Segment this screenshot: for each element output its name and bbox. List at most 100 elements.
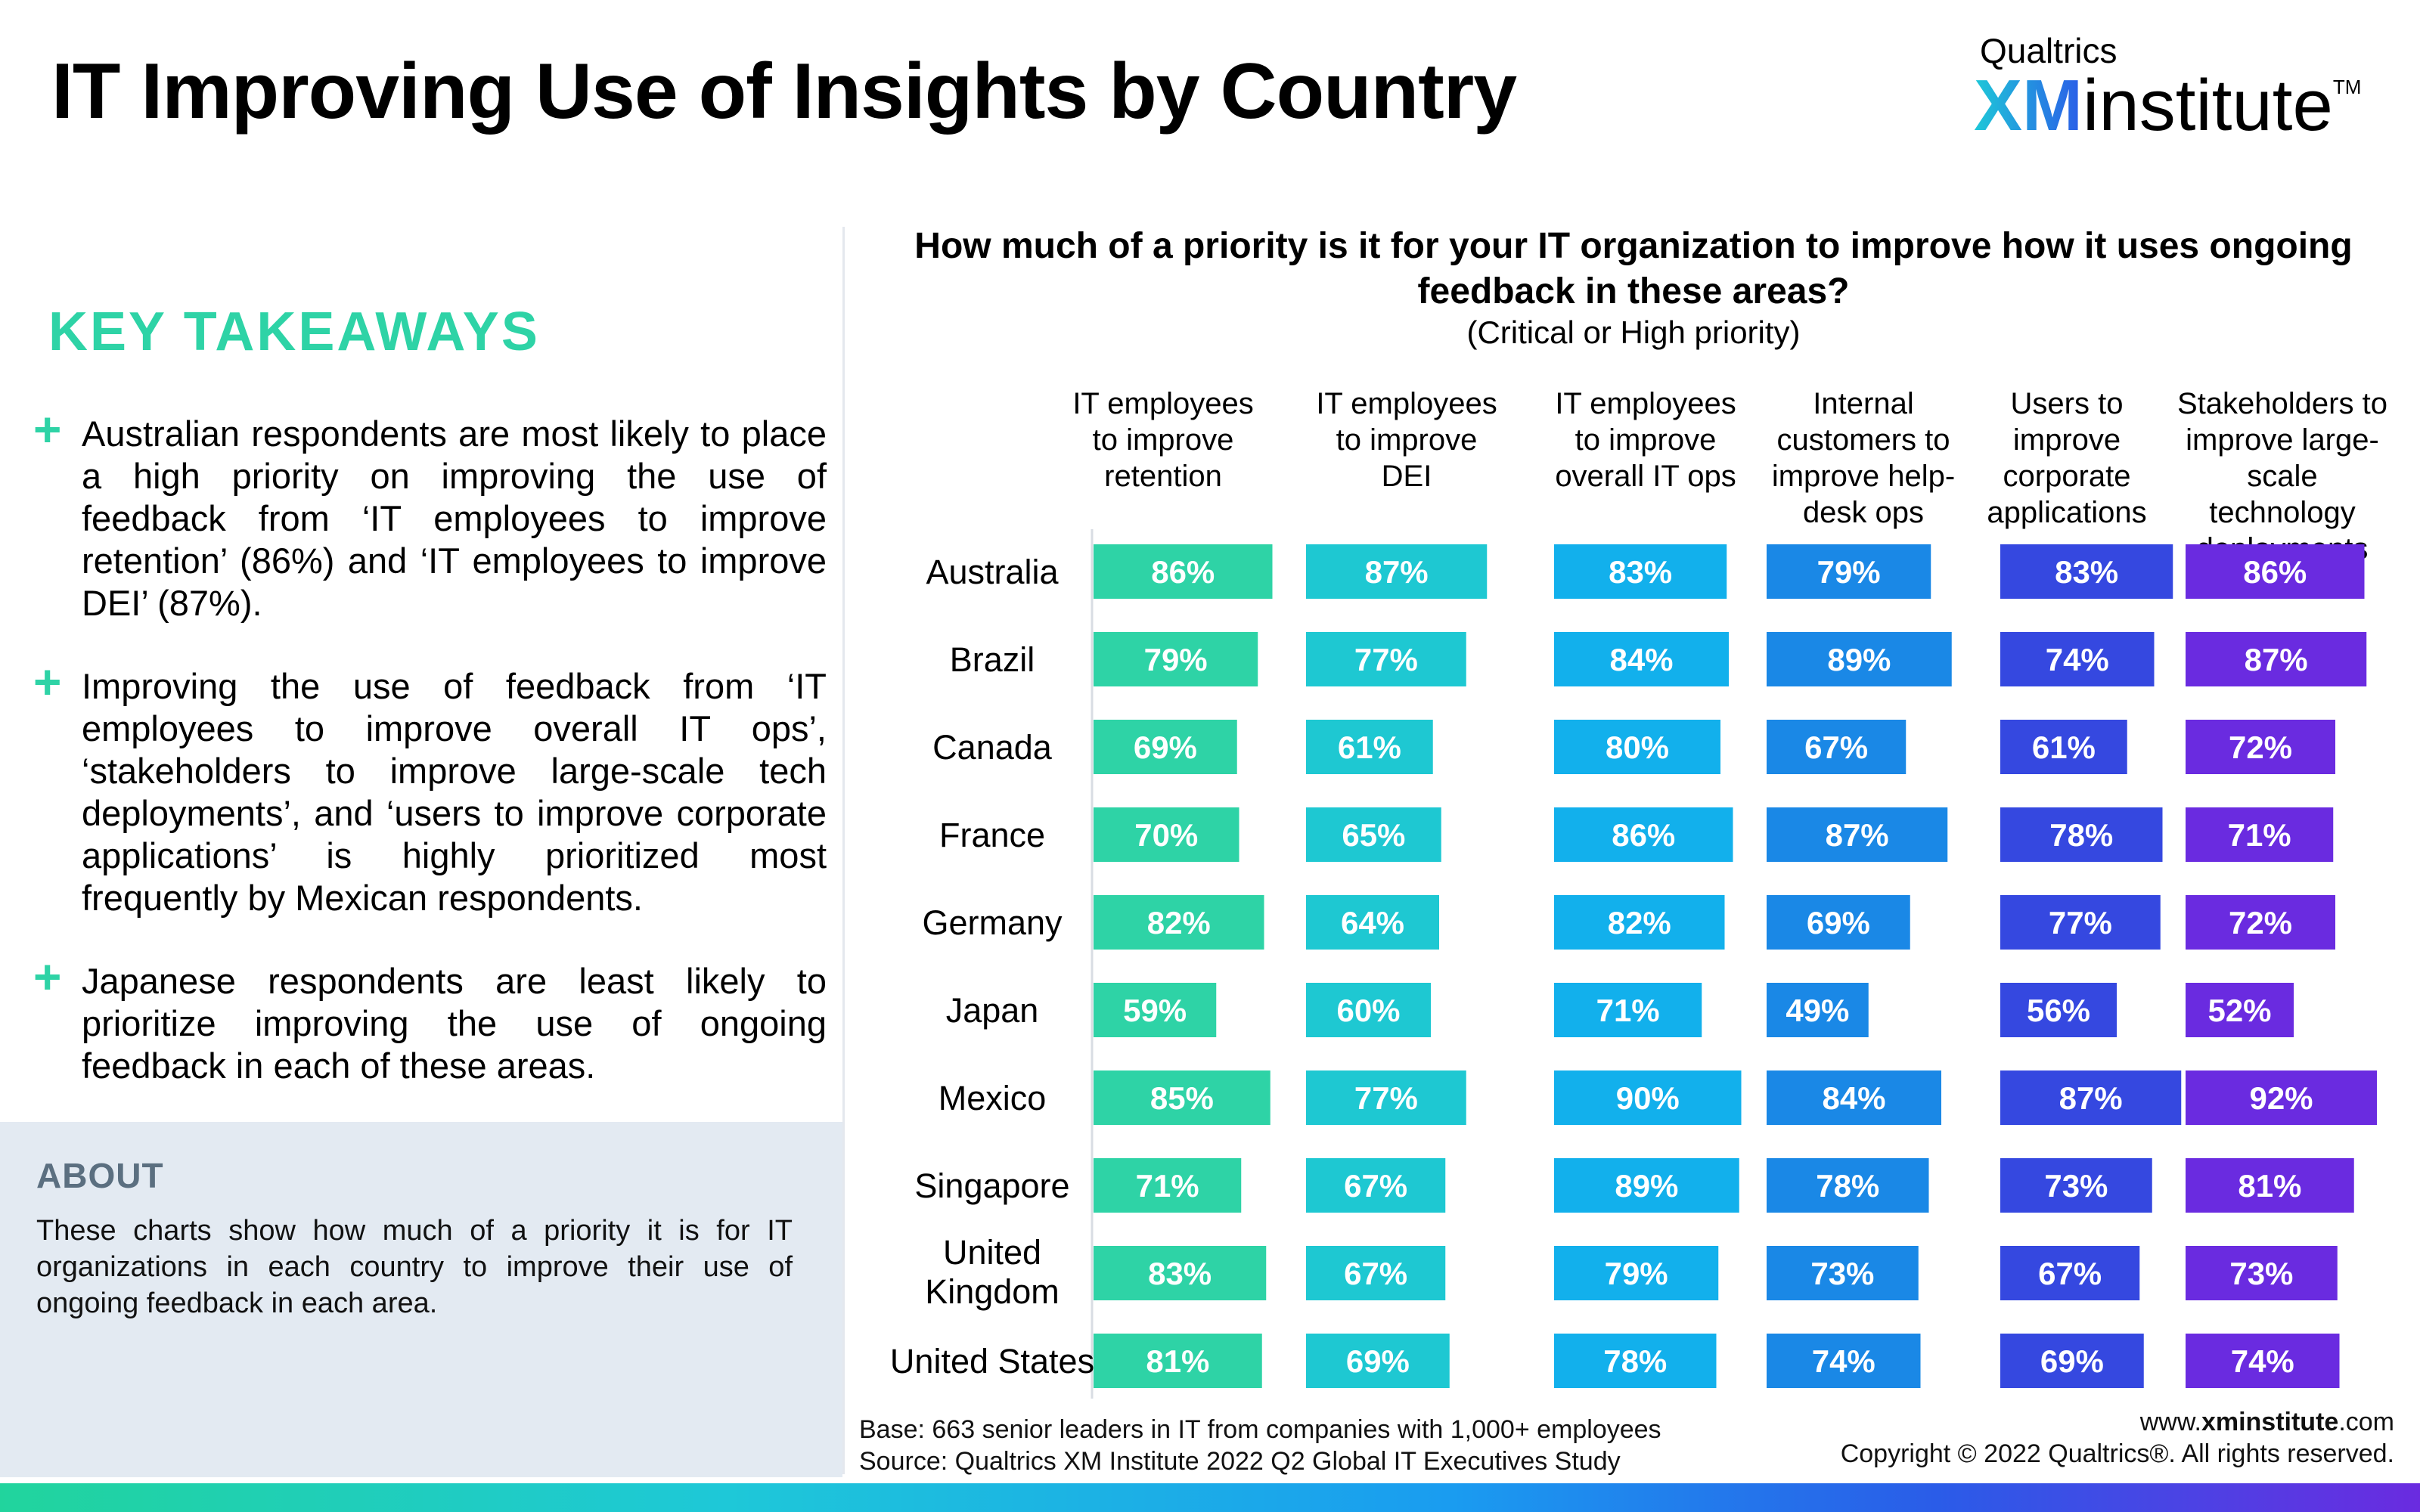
bar (2186, 632, 2367, 686)
bar-value-label: 61% (1338, 730, 1401, 765)
key-takeaways-heading: KEY TAKEAWAYS (48, 302, 540, 362)
column-header-line: corporate (2003, 460, 2131, 493)
bar (1554, 983, 1702, 1037)
bar (2000, 895, 2161, 950)
column-header-line: applications (1987, 496, 2147, 529)
bar-value-label: 65% (1342, 817, 1405, 853)
bar-value-label: 77% (2049, 905, 2112, 940)
bar-value-label: 70% (1134, 817, 1198, 853)
bar-value-label: 78% (2049, 817, 2113, 853)
bar-value-label: 86% (1151, 554, 1215, 590)
category-label: Germany (922, 903, 1063, 942)
bar (2000, 1334, 2144, 1388)
plus-icon: + (33, 655, 62, 709)
source-note: Source: Qualtrics XM Institute 2022 Q2 G… (859, 1447, 1621, 1476)
bar (1554, 895, 1725, 950)
bar-value-label: 83% (1609, 554, 1672, 590)
category-label: Singapore (914, 1167, 1069, 1205)
bar (2000, 632, 2155, 686)
logo-xm-institute-text: XMinstituteTM (1974, 70, 2361, 142)
category-label: United States (890, 1342, 1094, 1380)
bar-value-label: 74% (1812, 1343, 1876, 1379)
bar (1306, 1158, 1446, 1213)
bar-value-label: 49% (1786, 993, 1849, 1028)
bar-value-label: 89% (1827, 642, 1891, 677)
copyright-text: Copyright © 2022 Qualtrics®. All rights … (1840, 1439, 2394, 1468)
bar (1094, 632, 1258, 686)
bar (1094, 1246, 1267, 1300)
category-label: Canada (932, 728, 1053, 767)
bar-value-label: 72% (2229, 730, 2292, 765)
bar-value-label: 79% (1817, 554, 1881, 590)
bar-value-label: 86% (1612, 817, 1675, 853)
bar (2000, 544, 2173, 599)
column-header: Internal customers to improve help-desk op… (1758, 386, 1969, 531)
category-label: Brazil (950, 640, 1035, 679)
bar-value-label: 73% (2229, 1256, 2293, 1291)
category-label: Mexico (939, 1079, 1047, 1117)
bar-value-label: 71% (1596, 993, 1660, 1028)
bar (1554, 544, 1727, 599)
bar (1306, 983, 1431, 1037)
category-label: Japan (946, 991, 1039, 1030)
bar (1094, 983, 1217, 1037)
bar (1767, 1158, 1929, 1213)
bar-value-label: 72% (2229, 905, 2292, 940)
bar-value-label: 79% (1144, 642, 1208, 677)
bar-value-label: 69% (1134, 730, 1197, 765)
plus-icon: + (33, 950, 62, 1004)
column-header: IT employees to improve DEI (1301, 386, 1512, 494)
column-header-line: to improve (1336, 423, 1478, 457)
bar (1306, 632, 1466, 686)
bar (2186, 720, 2335, 774)
bar-value-label: 71% (1136, 1168, 1199, 1204)
bar (2186, 807, 2334, 862)
bar-value-label: 74% (2046, 642, 2109, 677)
website-link[interactable]: www.xminstitute.com (2139, 1408, 2394, 1436)
bar (1094, 1158, 1242, 1213)
bar-value-label: 69% (1346, 1343, 1410, 1379)
logo-xm: XM (1974, 65, 2083, 146)
bar (2000, 983, 2117, 1037)
column-header: IT employees to improve overall IT ops (1540, 386, 1751, 494)
bar (1554, 807, 1733, 862)
bar (1767, 807, 1948, 862)
bar-value-label: 84% (1822, 1080, 1885, 1116)
logo-qualtrics-text: Qualtrics (1980, 31, 2118, 70)
bar-value-label: 80% (1606, 730, 1669, 765)
chart-title: How much of a priority is it for your IT… (914, 226, 2353, 311)
bar-value-label: 67% (1344, 1168, 1407, 1204)
column-header-line: desk ops (1802, 496, 1925, 529)
column-header-line: Users to (2010, 387, 2124, 420)
base-note: Base: 663 senior leaders in IT from comp… (859, 1415, 1661, 1444)
bar-value-label: 84% (1609, 642, 1673, 677)
bar-value-label: 82% (1147, 905, 1211, 940)
takeaway-text: Improving the use of feedback from ‘IT e… (82, 666, 827, 918)
bar-value-label: 86% (2243, 554, 2307, 590)
chart-subtitle: (Critical or High priority) (1466, 314, 1801, 350)
xm-institute-logo: Qualtrics XMinstituteTM (1974, 30, 2382, 144)
about-panel (0, 1122, 842, 1477)
bar (2000, 807, 2163, 862)
bottom-gradient-strip (0, 1483, 2420, 1512)
bar (2186, 1158, 2354, 1213)
bar (1554, 1158, 1739, 1213)
bar-value-label: 87% (2059, 1080, 2123, 1116)
bar-value-label: 92% (2249, 1080, 2313, 1116)
bar (1094, 1334, 1262, 1388)
logo-institute: institute (2083, 65, 2333, 146)
bar-value-label: 83% (1148, 1256, 1212, 1291)
bar (2000, 1070, 2182, 1125)
bar (1306, 1334, 1450, 1388)
about-text: These charts show how much of a priority… (36, 1215, 793, 1319)
logo-trademark: TM (2332, 76, 2362, 98)
column-header-line: retention (1104, 460, 1222, 493)
takeaway-text: Japanese respondents are least likely to… (82, 961, 827, 1086)
bar (1554, 632, 1729, 686)
takeaway-item: + Australian respondents are most likely… (33, 405, 827, 623)
column-header-line: to improve (1092, 423, 1234, 457)
bar-value-label: 89% (1615, 1168, 1678, 1204)
bar-value-label: 81% (2238, 1168, 2301, 1204)
bar-value-label: 87% (1365, 554, 1429, 590)
column-header: Stakeholders to improve large-scale techn… (2176, 386, 2388, 567)
